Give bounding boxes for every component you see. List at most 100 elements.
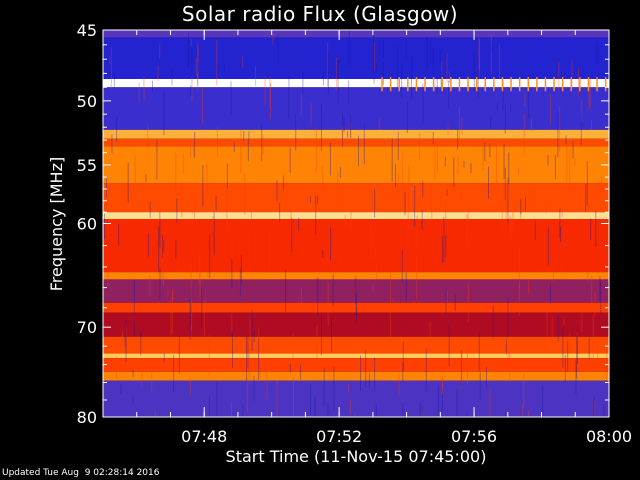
texture-streak bbox=[390, 187, 392, 205]
texture-streak bbox=[534, 221, 536, 241]
texture-streak bbox=[405, 272, 407, 301]
texture-streak bbox=[159, 212, 161, 248]
texture-streak bbox=[300, 288, 302, 304]
texture-streak bbox=[429, 321, 431, 352]
texture-streak bbox=[355, 306, 357, 313]
texture-streak bbox=[588, 336, 590, 360]
texture-streak bbox=[189, 377, 191, 396]
texture-streak bbox=[416, 255, 418, 301]
texture-streak bbox=[161, 240, 163, 284]
intensity-band bbox=[103, 183, 609, 213]
texture-streak bbox=[120, 384, 122, 394]
texture-streak bbox=[600, 280, 602, 314]
texture-streak bbox=[277, 33, 279, 64]
texture-streak bbox=[390, 309, 392, 343]
spike-mark bbox=[381, 77, 383, 92]
texture-streak bbox=[107, 245, 109, 288]
texture-streak bbox=[523, 113, 525, 156]
x-tick-label: 08:00 bbox=[586, 427, 632, 446]
texture-streak bbox=[478, 39, 480, 72]
texture-streak bbox=[111, 134, 113, 153]
intensity-band bbox=[103, 272, 609, 280]
texture-streak bbox=[559, 208, 561, 239]
texture-streak bbox=[331, 318, 333, 353]
texture-streak bbox=[432, 47, 434, 89]
texture-streak bbox=[534, 183, 536, 210]
texture-streak bbox=[470, 162, 472, 174]
texture-streak bbox=[518, 283, 520, 316]
texture-streak bbox=[546, 312, 548, 340]
texture-streak bbox=[478, 332, 480, 371]
spike-mark bbox=[527, 77, 529, 92]
texture-streak bbox=[504, 167, 506, 201]
texture-streak bbox=[104, 213, 106, 240]
texture-streak bbox=[291, 217, 293, 252]
intensity-band bbox=[103, 146, 609, 184]
texture-streak bbox=[197, 42, 199, 86]
texture-streak bbox=[335, 57, 337, 91]
texture-streak bbox=[460, 350, 462, 386]
texture-streak bbox=[421, 405, 423, 417]
texture-streak bbox=[484, 142, 486, 162]
texture-streak bbox=[443, 216, 445, 263]
texture-streak bbox=[549, 283, 551, 304]
spike-mark bbox=[467, 77, 469, 92]
texture-streak bbox=[246, 379, 248, 413]
texture-streak bbox=[279, 202, 281, 222]
texture-streak bbox=[140, 331, 142, 356]
texture-streak bbox=[327, 42, 329, 87]
texture-streak bbox=[149, 201, 151, 219]
texture-streak bbox=[458, 106, 460, 147]
texture-streak bbox=[248, 131, 250, 139]
texture-streak bbox=[419, 182, 421, 206]
texture-streak bbox=[590, 119, 592, 130]
intensity-band bbox=[103, 87, 609, 130]
texture-streak bbox=[457, 128, 459, 150]
texture-streak bbox=[124, 186, 126, 209]
texture-streak bbox=[547, 227, 549, 265]
texture-streak bbox=[316, 325, 318, 361]
texture-streak bbox=[125, 319, 127, 362]
texture-streak bbox=[333, 367, 335, 411]
texture-streak bbox=[445, 287, 447, 315]
y-axis-label: Frequency [MHz] bbox=[47, 157, 66, 291]
texture-streak bbox=[317, 195, 319, 205]
y-tick-label: 45 bbox=[77, 21, 97, 40]
spike-mark bbox=[450, 77, 452, 92]
texture-streak bbox=[408, 165, 410, 205]
texture-streak bbox=[373, 32, 375, 72]
texture-streak bbox=[250, 211, 252, 223]
x-axis: 07:48 07:52 07:56 08:00 bbox=[136, 30, 632, 446]
texture-streak bbox=[453, 157, 455, 188]
texture-streak bbox=[292, 333, 294, 363]
texture-streak bbox=[376, 63, 378, 72]
intensity-band bbox=[103, 129, 609, 139]
texture-streak bbox=[290, 211, 292, 241]
spike-mark bbox=[475, 77, 478, 92]
texture-streak bbox=[344, 215, 346, 227]
texture-streak bbox=[132, 395, 134, 404]
texture-streak bbox=[597, 181, 599, 200]
texture-streak bbox=[505, 189, 507, 233]
texture-streak bbox=[509, 352, 511, 385]
texture-streak bbox=[404, 191, 406, 216]
texture-streak bbox=[349, 399, 351, 414]
texture-streak bbox=[425, 348, 427, 391]
texture-streak bbox=[496, 102, 498, 111]
texture-streak bbox=[436, 137, 438, 173]
spike-mark bbox=[398, 77, 400, 92]
texture-streak bbox=[249, 318, 251, 343]
texture-streak bbox=[520, 211, 522, 219]
texture-streak bbox=[203, 299, 205, 339]
texture-streak bbox=[426, 36, 428, 69]
texture-streak bbox=[473, 53, 475, 93]
texture-streak bbox=[161, 235, 163, 258]
spike-mark bbox=[458, 77, 461, 92]
texture-streak bbox=[574, 158, 576, 166]
texture-streak bbox=[499, 44, 501, 79]
texture-streak bbox=[320, 104, 322, 151]
texture-streak bbox=[270, 83, 272, 119]
texture-streak bbox=[524, 92, 526, 107]
texture-streak bbox=[577, 326, 579, 364]
